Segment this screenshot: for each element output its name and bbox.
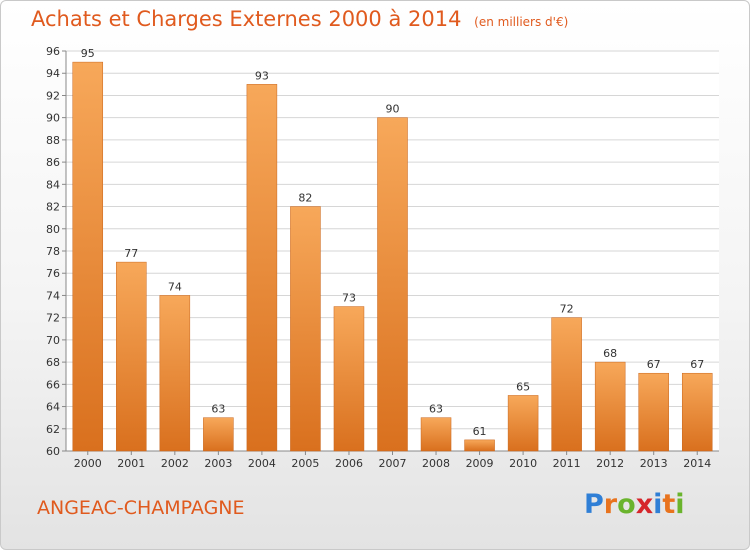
x-tick-label: 2003 [204, 457, 232, 470]
logo-letter: i [653, 489, 663, 520]
bar [246, 84, 278, 452]
bar [203, 417, 234, 452]
y-tick-label: 92 [46, 89, 60, 102]
y-tick-label: 94 [46, 67, 60, 80]
y-tick-label: 60 [46, 445, 60, 458]
bar [420, 417, 452, 452]
bar [464, 439, 495, 452]
chart-title: Achats et Charges Externes 2000 à 2014 (… [31, 7, 568, 31]
x-tick-label: 2010 [509, 457, 537, 470]
bar-value-label: 67 [647, 358, 661, 371]
proxiti-logo: Proxiti [584, 489, 685, 520]
bar [507, 395, 539, 452]
y-tick-label: 64 [46, 401, 60, 414]
x-tick-label: 2014 [683, 457, 711, 470]
bar-value-label: 95 [81, 47, 95, 60]
y-tick-label: 80 [46, 223, 60, 236]
logo-letter: r [603, 489, 618, 520]
bar-value-label: 61 [473, 425, 487, 438]
y-tick-label: 74 [46, 289, 60, 302]
bar [377, 117, 408, 452]
bar [159, 295, 191, 452]
logo-letter: P [584, 489, 604, 520]
bar [72, 61, 104, 452]
logo-letter: o [617, 489, 636, 520]
bar-value-label: 77 [124, 247, 138, 260]
chart-title-text: Achats et Charges Externes 2000 à 2014 [31, 7, 462, 31]
x-tick-label: 2008 [422, 457, 450, 470]
y-tick-label: 70 [46, 334, 60, 347]
y-tick-label: 82 [46, 201, 60, 214]
y-tick-label: 72 [46, 312, 60, 325]
bar [551, 317, 582, 452]
place-name: ANGEAC-CHAMPAGNE [37, 497, 245, 519]
bar-value-label: 63 [429, 403, 443, 416]
x-tick-label: 2013 [640, 457, 668, 470]
y-tick-label: 62 [46, 423, 60, 436]
bar-value-label: 74 [168, 280, 182, 293]
bar-value-label: 73 [342, 292, 356, 305]
bar-value-label: 82 [298, 192, 312, 205]
chart-unit: (en milliers d'€) [474, 15, 569, 29]
x-tick-label: 2001 [117, 457, 145, 470]
x-tick-label: 2000 [74, 457, 102, 470]
bar-value-label: 67 [690, 358, 704, 371]
logo-letter: t [662, 489, 676, 520]
x-tick-label: 2002 [161, 457, 189, 470]
y-tick-label: 84 [46, 178, 60, 191]
bar-value-label: 68 [603, 347, 617, 360]
y-tick-label: 66 [46, 378, 60, 391]
bar [290, 206, 321, 452]
bar [594, 361, 626, 452]
x-tick-label: 2007 [379, 457, 407, 470]
bar [116, 261, 147, 452]
y-tick-label: 68 [46, 356, 60, 369]
x-tick-label: 2004 [248, 457, 276, 470]
bar [638, 372, 669, 452]
y-tick-label: 86 [46, 156, 60, 169]
y-tick-label: 78 [46, 245, 60, 258]
bar [681, 372, 713, 452]
logo-letter: x [635, 489, 654, 520]
bar-value-label: 72 [560, 303, 574, 316]
bar-value-label: 93 [255, 69, 269, 82]
x-tick-label: 2011 [553, 457, 581, 470]
bar-value-label: 63 [211, 403, 225, 416]
x-tick-label: 2006 [335, 457, 363, 470]
y-tick-label: 96 [46, 45, 60, 58]
x-tick-label: 2009 [466, 457, 494, 470]
bar-value-label: 65 [516, 380, 530, 393]
x-tick-label: 2012 [596, 457, 624, 470]
y-tick-label: 76 [46, 267, 60, 280]
logo-letter: i [675, 489, 685, 520]
y-tick-label: 90 [46, 112, 60, 125]
bar-value-label: 90 [386, 103, 400, 116]
bar [333, 306, 365, 452]
x-tick-label: 2005 [291, 457, 319, 470]
y-tick-label: 88 [46, 134, 60, 147]
